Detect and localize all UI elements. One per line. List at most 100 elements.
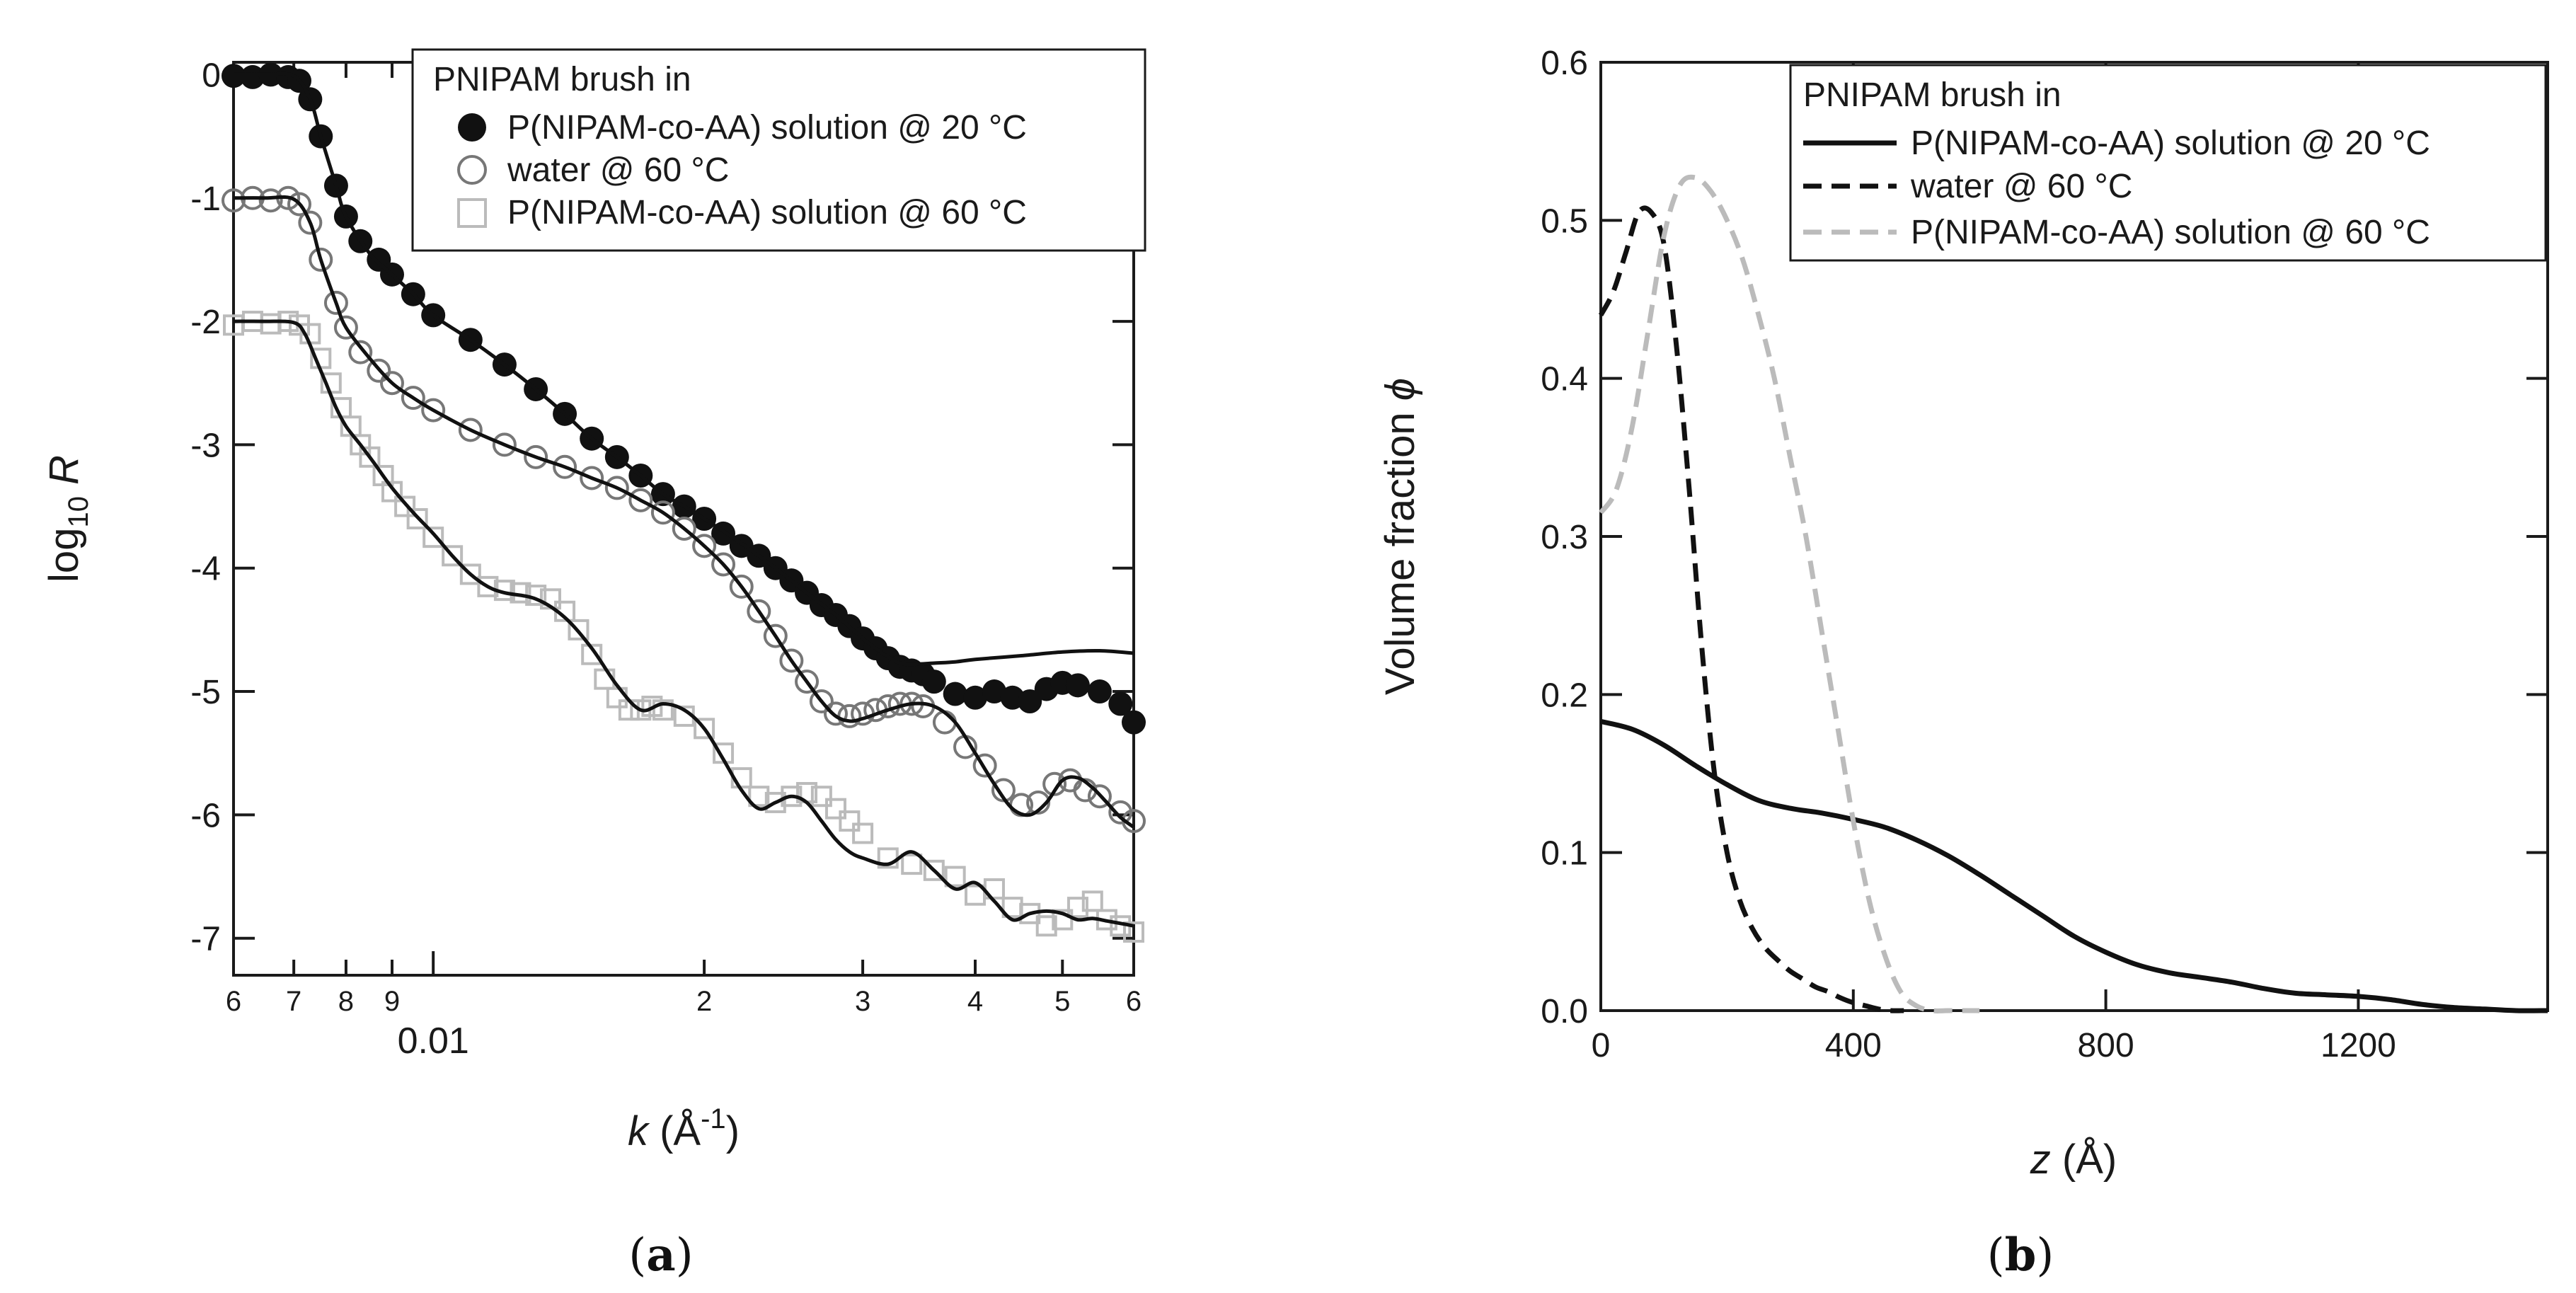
panel-a-point-open-circle bbox=[650, 500, 675, 525]
panel-a-x-label-exp: -1 bbox=[701, 1103, 726, 1134]
panel-a-point-open-circle bbox=[1087, 784, 1112, 809]
panel-a-point-filled-circle bbox=[1087, 679, 1112, 704]
panel-b-y-tick-label: 0.3 bbox=[1541, 519, 1588, 556]
panel-a-point-open-square bbox=[694, 718, 715, 740]
panel-a-point-open-circle bbox=[421, 398, 446, 423]
panel-a-point-open-square bbox=[839, 810, 861, 832]
panel-a-point-open-square bbox=[359, 446, 381, 468]
panel-b-legend-title: PNIPAM brush in bbox=[1803, 76, 2062, 114]
panel-a-x-tick-label: 9 bbox=[384, 986, 400, 1017]
panel-a-point-filled-circle bbox=[963, 685, 988, 710]
panel-a-caption-letter: a bbox=[646, 1229, 675, 1282]
panel-a-point-open-circle bbox=[932, 710, 957, 735]
panel-a-legend-marker-filled-circle bbox=[458, 113, 486, 142]
panel-b-legend-label-1: P(NIPAM-co-AA) solution @ 20 °C bbox=[1911, 125, 2430, 162]
panel-a-x-tick-label: 0.01 bbox=[398, 1021, 469, 1062]
panel-a-series-3-points bbox=[223, 311, 1144, 943]
panel-a-point-open-circle bbox=[258, 188, 283, 213]
panel-b-caption: (b) bbox=[1987, 1229, 2054, 1282]
panel-b-x-tick-label: 1200 bbox=[2321, 1027, 2396, 1064]
panel-a-x-tick-label: 6 bbox=[1126, 986, 1142, 1017]
panel-a-point-open-circle bbox=[348, 340, 373, 364]
panel-b-y-label: Volume fraction ϕ bbox=[1377, 378, 1423, 695]
panel-b-y-tick-label: 0.4 bbox=[1541, 361, 1588, 398]
panel-a-y-tick-label: -5 bbox=[190, 674, 221, 711]
panel-a-point-open-circle bbox=[672, 516, 696, 541]
panel-a-point-open-circle bbox=[729, 574, 754, 599]
panel-a-point-open-circle bbox=[333, 315, 358, 340]
panel-a-reflectivity-chart: 0 -1 -2 -3 -4 -5 -6 -7 6 7 8 9 0.01 2 3 4 5 6 log10 R k … bbox=[41, 48, 1146, 1282]
panel-a-point-open-circle bbox=[458, 418, 483, 442]
panel-b-y-label-var: ϕ bbox=[1377, 378, 1423, 401]
panel-a-point-open-circle bbox=[367, 358, 391, 383]
panel-a-point-open-circle bbox=[604, 476, 629, 500]
panel-a-y-label: log10 R bbox=[41, 455, 94, 582]
panel-a-point-filled-circle bbox=[1108, 691, 1133, 716]
panel-a-legend-label-1: P(NIPAM-co-AA) solution @ 20 °C bbox=[507, 109, 1027, 146]
panel-a-x-label-var: k bbox=[628, 1108, 650, 1154]
panel-a-point-open-square bbox=[1019, 902, 1041, 924]
panel-a-x-tick-label: 2 bbox=[696, 986, 712, 1017]
panel-a-fit-line-2 bbox=[233, 195, 1135, 829]
panel-a-x-tick-label: 8 bbox=[338, 986, 354, 1017]
panel-a-point-open-square bbox=[944, 866, 966, 887]
panel-a-point-open-circle bbox=[580, 466, 604, 490]
panel-a-x-tick-label: 3 bbox=[855, 986, 870, 1017]
panel-a-point-open-circle bbox=[298, 210, 323, 235]
panel-a-point-open-square bbox=[568, 619, 590, 640]
panel-a-point-open-square bbox=[459, 563, 481, 585]
panel-a-point-open-circle bbox=[323, 290, 348, 315]
panel-a-point-open-square bbox=[810, 786, 832, 808]
panel-a-y-label-log: log bbox=[41, 528, 87, 582]
panel-b-y-label-text: Volume fraction bbox=[1377, 412, 1423, 695]
panel-b-profile-line-3 bbox=[1599, 174, 1980, 1013]
panel-a-point-open-circle bbox=[309, 247, 333, 272]
panel-b-x-label-unit: Å bbox=[2076, 1137, 2103, 1183]
panel-b-legend: PNIPAM brush in P(NIPAM-co-AA) solution … bbox=[1789, 64, 2547, 262]
panel-a-point-open-circle bbox=[809, 689, 834, 713]
panel-a-legend-marker-open-circle bbox=[457, 155, 487, 185]
panel-a-point-open-circle bbox=[379, 371, 404, 396]
panel-b-y-axis: 0.0 0.1 0.2 0.3 0.4 0.5 0.6 bbox=[1541, 45, 2548, 1030]
panel-a-point-open-circle bbox=[1108, 800, 1133, 824]
panel-a-fit-line-3 bbox=[233, 319, 1134, 928]
panel-a-point-open-circle bbox=[692, 534, 717, 558]
panel-a-point-open-circle bbox=[553, 454, 577, 479]
panel-a-y-label-var: R bbox=[41, 455, 87, 485]
panel-a-y-tick-label: 0 bbox=[202, 57, 221, 94]
panel-a-point-filled-circle bbox=[943, 682, 967, 706]
panel-a-point-open-circle bbox=[1042, 771, 1067, 796]
panel-a-point-open-circle bbox=[287, 192, 311, 217]
panel-a-point-open-circle bbox=[628, 488, 653, 512]
panel-b-x-tick-label: 0 bbox=[1592, 1027, 1611, 1064]
panel-b-x-tick-label: 800 bbox=[2078, 1027, 2134, 1064]
panel-b-y-tick-label: 0.1 bbox=[1541, 835, 1588, 873]
panel-a-point-open-square bbox=[764, 791, 786, 813]
panel-a-point-open-circle bbox=[222, 188, 246, 213]
panel-a-point-open-square bbox=[618, 699, 640, 721]
panel-a-x-tick-label: 4 bbox=[967, 986, 983, 1017]
panel-b-y-tick-label: 0.6 bbox=[1541, 45, 1588, 82]
panel-a-point-open-square bbox=[781, 786, 803, 808]
panel-b-x-tick-label: 400 bbox=[1825, 1027, 1882, 1064]
panel-a-legend-title: PNIPAM brush in bbox=[433, 61, 691, 98]
panel-a-point-open-square bbox=[923, 859, 945, 881]
panel-a-point-filled-circle bbox=[1018, 689, 1042, 713]
panel-a-point-open-circle bbox=[401, 386, 425, 410]
panel-a-point-open-circle bbox=[524, 444, 548, 469]
panel-a-point-open-square bbox=[748, 786, 770, 808]
panel-b-y-tick-label: 0.2 bbox=[1541, 677, 1588, 714]
panel-a-point-open-circle bbox=[763, 623, 788, 648]
panel-a-x-tick-label: 7 bbox=[286, 986, 301, 1017]
panel-a-y-label-sub: 10 bbox=[63, 496, 94, 528]
panel-a-point-open-square bbox=[442, 545, 464, 567]
panel-a-point-filled-circle bbox=[982, 679, 1006, 704]
panel-a-x-label: k (Å-1) bbox=[628, 1103, 740, 1154]
panel-b-caption-letter: b bbox=[2005, 1229, 2037, 1282]
panel-a-legend: PNIPAM brush in P(NIPAM-co-AA) solution … bbox=[411, 48, 1146, 252]
panel-a-y-axis: 0 -1 -2 -3 -4 -5 -6 -7 bbox=[190, 57, 1134, 958]
panel-a-point-open-circle bbox=[779, 648, 804, 673]
panel-a-point-open-square bbox=[852, 822, 874, 844]
panel-a-point-open-square bbox=[652, 699, 674, 721]
